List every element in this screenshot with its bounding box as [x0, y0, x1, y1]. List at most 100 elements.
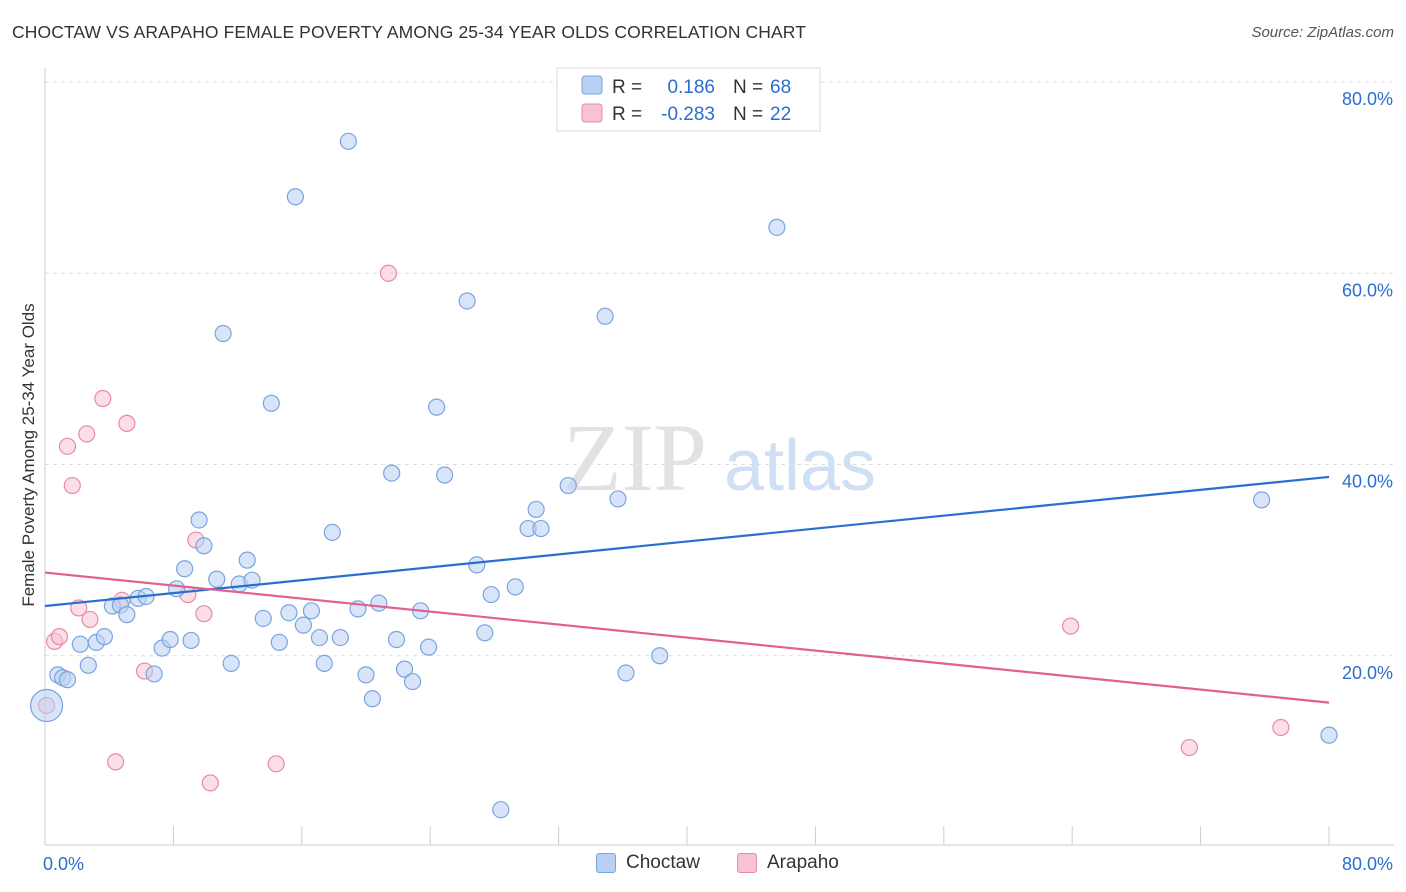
- stats-n-label-2: N =: [733, 104, 763, 125]
- choctaw-point: [238, 551, 256, 569]
- chart-title: CHOCTAW VS ARAPAHO FEMALE POVERTY AMONG …: [12, 22, 807, 42]
- choctaw-point: [403, 672, 422, 691]
- axes: [44, 68, 1394, 846]
- arapaho-point: [379, 264, 398, 282]
- stats-r-label-1: R =: [612, 77, 642, 98]
- arapaho-point: [267, 755, 285, 773]
- x-tick-label: 80.0%: [1342, 854, 1393, 874]
- choctaw-point: [387, 630, 406, 649]
- choctaw-point: [323, 523, 341, 541]
- choctaw-point: [468, 556, 486, 574]
- stats-swatch-choctaw: [581, 75, 603, 95]
- choctaw-point: [363, 690, 382, 708]
- arapaho-point: [58, 437, 77, 455]
- y-axis-label: Female Poverty Among 25-34 Year Olds: [19, 303, 38, 606]
- choctaw-point: [768, 218, 786, 236]
- choctaw-points: [30, 132, 1338, 819]
- arapaho-point: [63, 476, 81, 495]
- choctaw-point: [315, 654, 333, 673]
- arapaho-point: [78, 425, 96, 443]
- choctaw-point: [280, 604, 298, 622]
- choctaw-point: [182, 631, 200, 650]
- choctaw-point: [58, 671, 77, 689]
- watermark-atlas: atlas: [724, 426, 876, 506]
- legend-label-choctaw: Choctaw: [626, 852, 700, 873]
- stats-r-label-2: R =: [612, 104, 642, 125]
- arapaho-point: [195, 605, 213, 623]
- arapaho-trend-line: [44, 571, 1330, 704]
- trend-lines: [44, 475, 1330, 704]
- choctaw-point: [419, 638, 438, 656]
- y-tick-label: 20.0%: [1342, 663, 1393, 683]
- choctaw-point: [527, 500, 545, 519]
- tick-labels: 0.0% 80.0% 20.0% 40.0% 60.0% 80.0%: [43, 89, 1393, 874]
- choctaw-point: [476, 624, 494, 642]
- choctaw-point: [118, 606, 136, 624]
- arapaho-point: [201, 774, 219, 792]
- arapaho-point: [1061, 617, 1080, 635]
- choctaw-point: [617, 664, 635, 682]
- choctaw-point: [262, 394, 280, 412]
- choctaw-point: [95, 628, 113, 646]
- stats-r-value-2: -0.283: [661, 104, 715, 125]
- arapaho-points: [38, 264, 1290, 792]
- arapaho-point: [94, 389, 112, 408]
- y-tick-label: 40.0%: [1342, 472, 1393, 492]
- choctaw-point: [609, 490, 627, 508]
- choctaw-point: [254, 609, 272, 628]
- choctaw-point: [331, 628, 349, 647]
- watermark: ZIP atlas: [563, 404, 876, 511]
- choctaw-point: [208, 570, 226, 588]
- choctaw-point: [176, 560, 194, 578]
- arapaho-point: [1180, 738, 1198, 757]
- choctaw-point: [195, 537, 213, 555]
- choctaw-point: [458, 292, 476, 310]
- legend-item-arapaho[interactable]: Arapaho: [737, 852, 839, 874]
- gridlines: [45, 81, 1394, 657]
- choctaw-point: [436, 466, 454, 484]
- choctaw-point: [270, 633, 288, 651]
- choctaw-point: [357, 666, 375, 684]
- stats-r-value-1: 0.186: [667, 77, 715, 98]
- choctaw-point: [559, 476, 577, 495]
- arapaho-point: [1272, 718, 1290, 737]
- choctaw-point: [294, 616, 313, 634]
- choctaw-point: [161, 630, 179, 649]
- stats-swatch-arapaho: [581, 103, 603, 123]
- choctaw-point: [395, 660, 414, 678]
- legend-swatch-choctaw: [596, 853, 616, 873]
- watermark-zip: ZIP: [563, 404, 707, 511]
- arapaho-point: [118, 414, 136, 432]
- legend-item-choctaw[interactable]: Choctaw: [596, 852, 700, 874]
- arapaho-point: [107, 753, 125, 771]
- stats-n-value-1: 68: [770, 77, 791, 98]
- arapaho-point: [50, 628, 69, 646]
- choctaw-point: [145, 665, 163, 683]
- choctaw-point: [79, 656, 97, 674]
- choctaw-point: [222, 654, 240, 673]
- legend-label-arapaho: Arapaho: [767, 852, 839, 873]
- choctaw-point: [383, 464, 401, 482]
- choctaw-point: [506, 578, 524, 596]
- stats-n-value-2: 22: [770, 104, 791, 125]
- x-tick-label: 0.0%: [43, 854, 84, 874]
- choctaw-point: [1252, 491, 1271, 509]
- choctaw-point: [1320, 726, 1338, 744]
- choctaw-point: [532, 519, 550, 538]
- stats-n-label-1: N =: [733, 77, 763, 98]
- choctaw-point: [596, 307, 614, 325]
- y-tick-label: 80.0%: [1342, 89, 1393, 109]
- choctaw-point: [310, 628, 329, 647]
- stats-box: R = 0.186 N = 68 R = -0.283 N = 22: [556, 67, 821, 132]
- choctaw-point: [482, 585, 500, 604]
- y-tick-label: 60.0%: [1342, 280, 1393, 300]
- choctaw-point: [214, 324, 232, 343]
- source-credit: Source: ZipAtlas.com: [1251, 24, 1394, 41]
- choctaw-point: [370, 594, 388, 612]
- legend-swatch-arapaho: [737, 853, 757, 873]
- choctaw-trend-line: [44, 475, 1330, 608]
- choctaw-point: [286, 188, 304, 206]
- choctaw-point: [492, 801, 510, 819]
- choctaw-point: [302, 602, 321, 620]
